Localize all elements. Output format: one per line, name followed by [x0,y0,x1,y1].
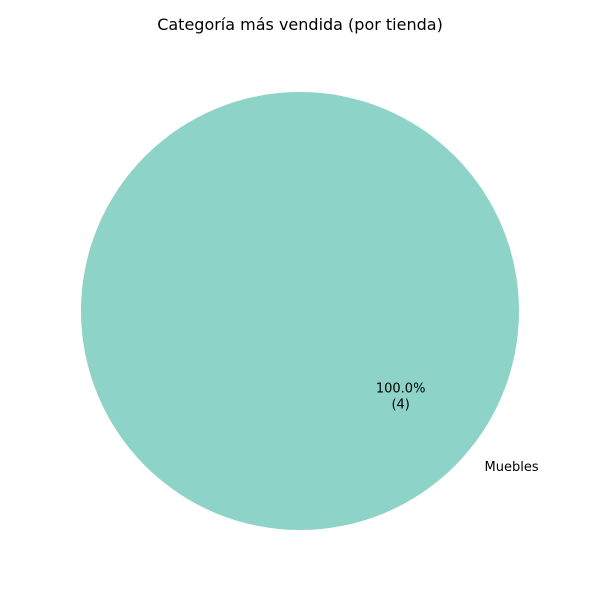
slice-count-label: (4) [391,397,409,412]
slice-category-label: Muebles [485,460,539,475]
chart-title: Categoría más vendida (por tienda) [157,15,443,34]
slice-percent-label: 100.0% [376,381,426,396]
pie-slices [81,92,519,530]
pie-slice-muebles [81,92,519,530]
pie-labels: Muebles 100.0%(4) [376,381,539,474]
